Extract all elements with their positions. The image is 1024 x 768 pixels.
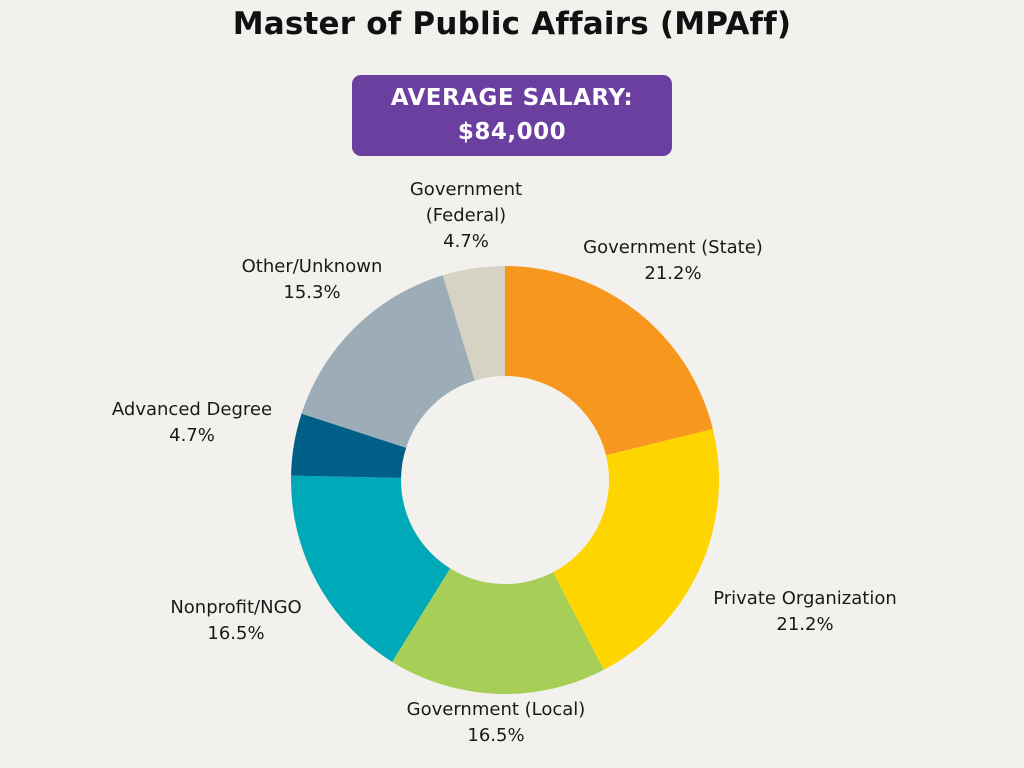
slice-label-group: Other/Unknown 15.3% <box>242 256 383 303</box>
slice-government-federal <box>442 266 505 381</box>
slice-label-group: Private Organization 21.2% <box>713 588 897 635</box>
slice-nonprofit-ngo <box>290 475 451 662</box>
slice-value-label: 16.5% <box>207 623 264 644</box>
slice-name-label: Government (Local) <box>407 699 586 720</box>
slice-private-organization <box>553 429 719 670</box>
slice-name-label: Government <box>410 179 522 200</box>
slice-name-label: (Federal) <box>426 205 506 226</box>
slice-government-state <box>505 266 713 456</box>
slice-label-group: Government (State) 21.2% <box>583 237 763 284</box>
slice-government-local <box>392 568 604 694</box>
slice-label-group: Government (Federal) 4.7% <box>410 179 522 252</box>
slice-name-label: Advanced Degree <box>112 399 272 420</box>
slice-name-label: Nonprofit/NGO <box>170 597 301 618</box>
slice-label-group: Government (Local) 16.5% <box>407 699 586 746</box>
slice-other-unknown <box>301 275 475 448</box>
slice-name-label: Private Organization <box>713 588 897 609</box>
slice-label-group: Nonprofit/NGO 16.5% <box>170 597 301 644</box>
chart-title: Master of Public Affairs (MPAff) <box>232 6 792 42</box>
slice-value-label: 16.5% <box>467 725 524 746</box>
average-salary-value: $84,000 <box>457 119 567 145</box>
slice-label-group: Advanced Degree 4.7% <box>112 399 272 446</box>
slice-name-label: Government (State) <box>583 237 763 258</box>
slice-value-label: 4.7% <box>443 231 489 252</box>
slice-value-label: 4.7% <box>169 425 215 446</box>
average-salary-label: AVERAGE SALARY: <box>390 85 634 111</box>
slice-value-label: 15.3% <box>283 282 340 303</box>
slice-advanced-degree <box>291 413 407 478</box>
slice-value-label: 21.2% <box>644 263 701 284</box>
slice-value-label: 21.2% <box>776 614 833 635</box>
slice-name-label: Other/Unknown <box>242 256 383 277</box>
average-salary-badge: AVERAGE SALARY: $84,000 <box>352 75 672 156</box>
